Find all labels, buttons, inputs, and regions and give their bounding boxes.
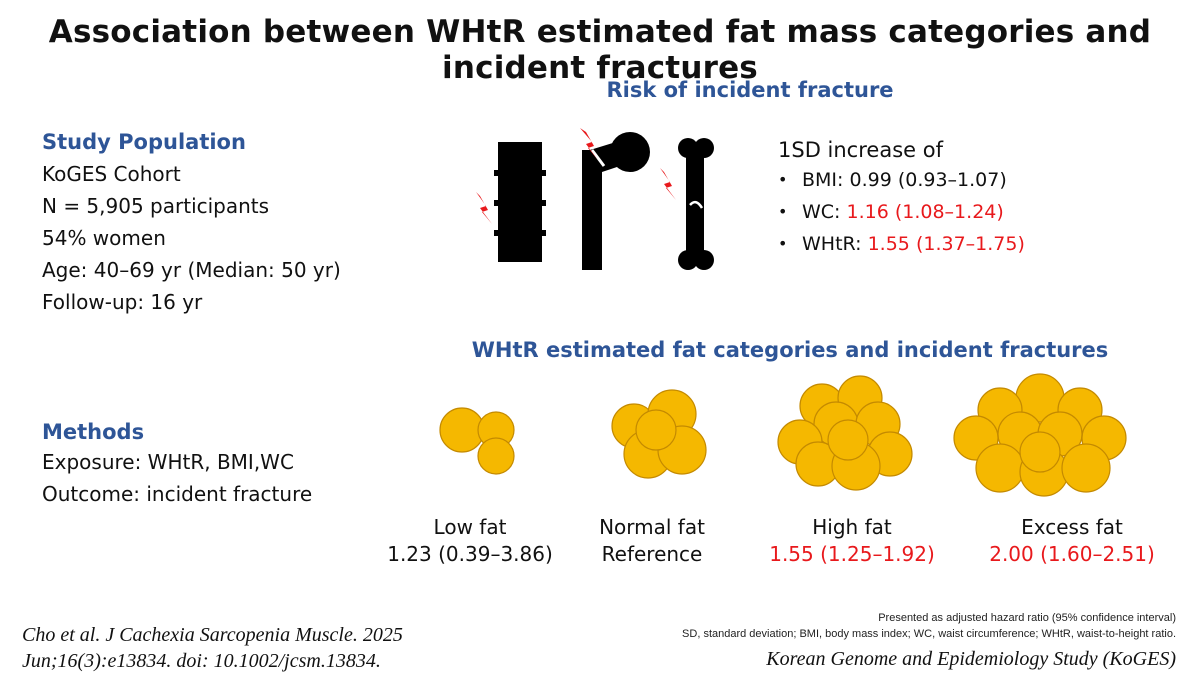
risk-heading: Risk of incident fracture (606, 78, 894, 102)
category-value: 2.00 (1.60–2.51) (989, 542, 1155, 566)
category-name: Normal fat (599, 515, 705, 539)
study-population-section: Study Population KoGES Cohort N = 5,905 … (42, 130, 341, 318)
methods-line: Outcome: incident fracture (42, 482, 313, 506)
methods-section: Methods Exposure: WHtR, BMI,WC Outcome: … (42, 420, 312, 510)
lightning-icon (476, 128, 676, 224)
methods-heading: Methods (42, 420, 145, 444)
normal-fat-cells-icon (611, 389, 707, 479)
risk-item-wc: WC: 1.16 (1.08–1.24) (778, 196, 1025, 228)
category-excess-fat: Excess fat 2.00 (1.60–2.51) (972, 514, 1172, 568)
population-line: KoGES Cohort (42, 162, 181, 186)
category-value: 1.23 (0.39–3.86) (387, 542, 553, 566)
citation: Cho et al. J Cachexia Sarcopenia Muscle.… (22, 622, 403, 674)
excess-fat-cells-icon (953, 373, 1127, 497)
risk-list: 1SD increase of BMI: 0.99 (0.93–1.07) WC… (778, 138, 1025, 260)
bone-icons (476, 128, 714, 270)
footnote-hr: Presented as adjusted hazard ratio (95% … (878, 612, 1176, 624)
category-name: Low fat (433, 515, 507, 539)
high-fat-cells-icon (777, 375, 913, 491)
methods-line: Exposure: WHtR, BMI,WC (42, 450, 294, 474)
long-bone-icon (678, 138, 714, 270)
low-fat-cells-icon (439, 407, 515, 475)
source-credit: Korean Genome and Epidemiology Study (Ko… (766, 648, 1176, 670)
category-value: 1.55 (1.25–1.92) (769, 542, 935, 566)
femur-icon (582, 132, 650, 270)
citation-line: Jun;16(3):e13834. doi: 10.1002/jcsm.1383… (22, 650, 381, 672)
citation-line: Cho et al. J Cachexia Sarcopenia Muscle.… (22, 624, 403, 646)
category-low-fat: Low fat 1.23 (0.39–3.86) (370, 514, 570, 568)
vertebrae-icon (494, 142, 546, 262)
population-line: N = 5,905 participants (42, 194, 270, 218)
footnote-abbreviations: SD, standard deviation; BMI, body mass i… (682, 628, 1176, 640)
study-population-heading: Study Population (42, 130, 246, 154)
categories-heading: WHtR estimated fat categories and incide… (471, 338, 1109, 362)
category-high-fat: High fat 1.55 (1.25–1.92) (752, 514, 952, 568)
category-value: Reference (601, 542, 703, 566)
population-line: 54% women (42, 226, 166, 250)
page-title: Association between WHtR estimated fat m… (48, 14, 1152, 86)
category-name: High fat (812, 515, 892, 539)
population-line: Follow-up: 16 yr (42, 290, 203, 314)
risk-item-bmi: BMI: 0.99 (0.93–1.07) (778, 164, 1025, 196)
category-normal-fat: Normal fat Reference (552, 514, 752, 568)
risk-item-whtr: WHtR: 1.55 (1.37–1.75) (778, 228, 1025, 260)
risk-intro: 1SD increase of (778, 138, 943, 162)
fat-cell-clusters (439, 373, 1127, 497)
category-name: Excess fat (1021, 515, 1123, 539)
population-line: Age: 40–69 yr (Median: 50 yr) (42, 258, 341, 282)
